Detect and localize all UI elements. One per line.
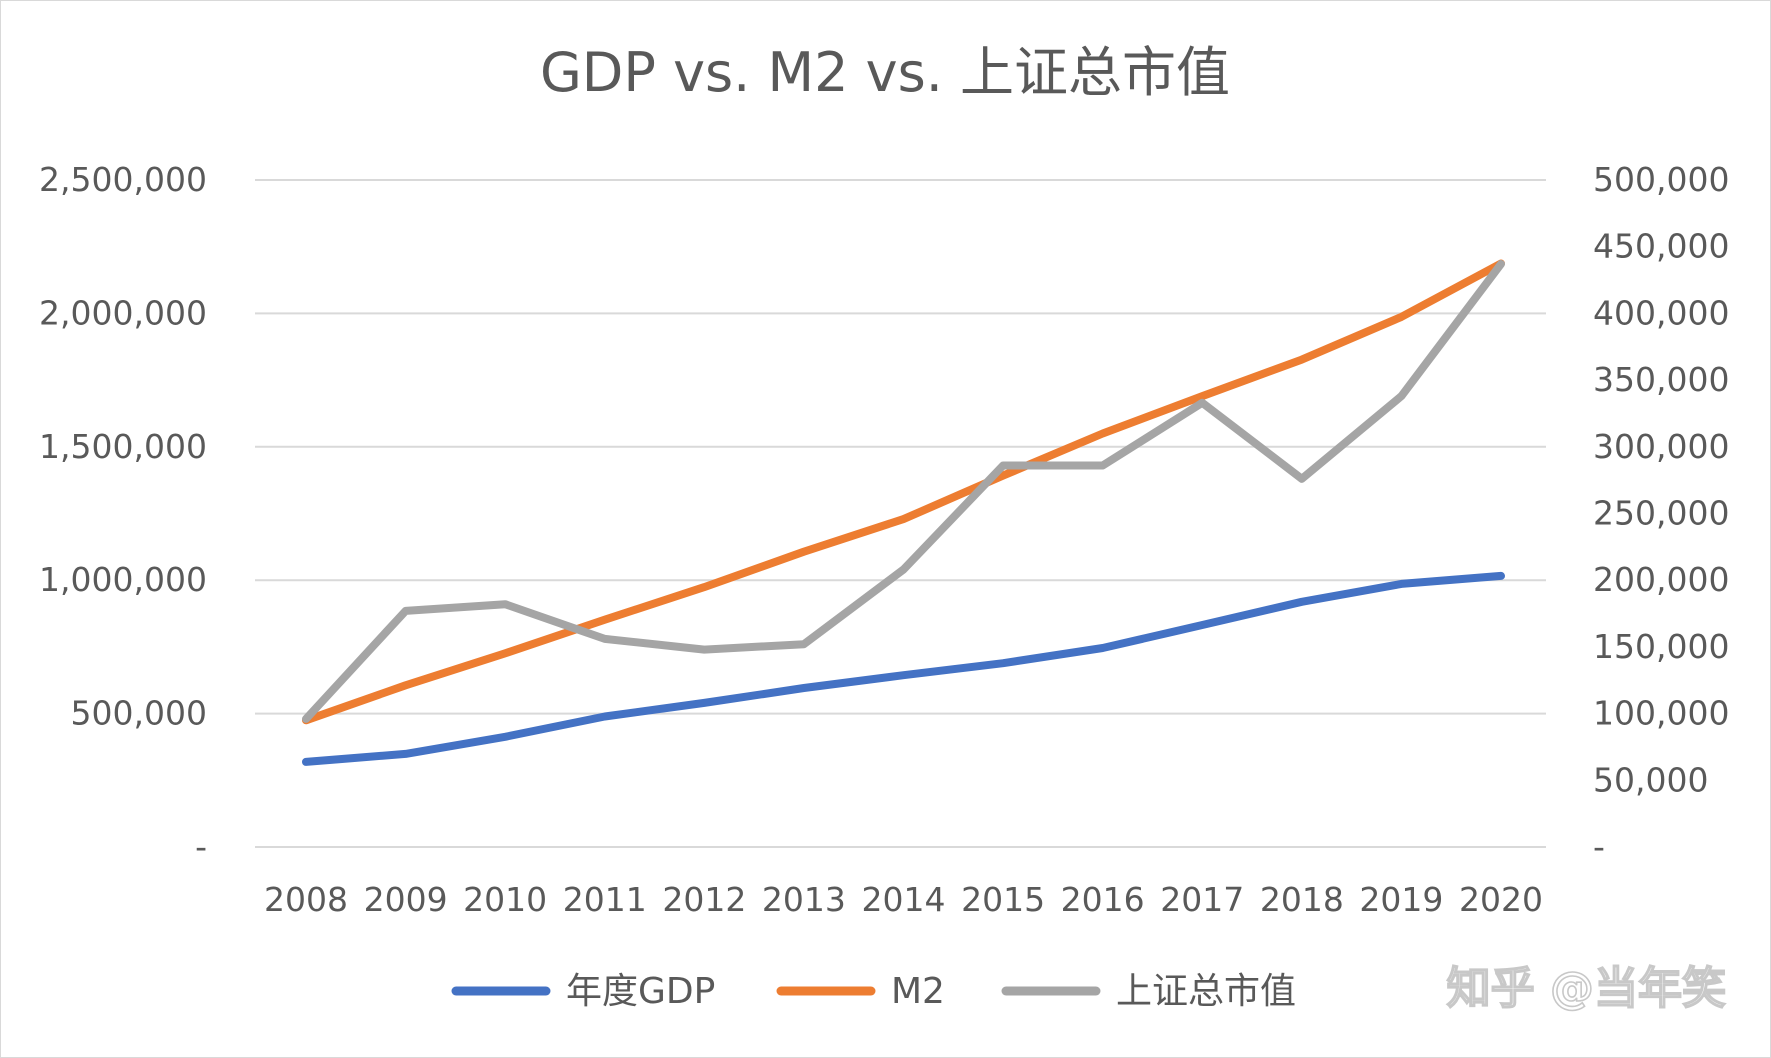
x-tick-label: 2013	[762, 880, 846, 919]
legend-label: M2	[891, 971, 945, 1012]
right-tick-label: 500,000	[1593, 160, 1729, 199]
right-tick-label: 350,000	[1593, 360, 1729, 399]
left-tick-label: 2,000,000	[39, 293, 207, 332]
right-tick-label: 100,000	[1593, 694, 1729, 733]
legend-label: 上证总市值	[1116, 971, 1296, 1012]
left-tick-label: 1,500,000	[39, 427, 207, 466]
right-tick-label: 150,000	[1593, 627, 1729, 666]
legend-label: 年度GDP	[566, 971, 715, 1012]
x-axis: 2008 2009 2010 2011 2012 2013 2014 2015 2016 2017…	[264, 880, 1543, 919]
right-tick-label: 250,000	[1593, 494, 1729, 533]
x-tick-label: 2010	[463, 880, 547, 919]
x-tick-label: 2015	[961, 880, 1045, 919]
series-line-2	[302, 259, 1505, 725]
right-tick-label: 200,000	[1593, 560, 1729, 599]
left-tick-label: 2,500,000	[39, 160, 207, 199]
right-tick-label: -	[1593, 827, 1605, 866]
legend: 年度GDP M2 上证总市值	[451, 971, 1296, 1012]
x-tick-label: 2018	[1260, 880, 1344, 919]
right-tick-label: 400,000	[1593, 293, 1729, 332]
x-tick-label: 2009	[364, 880, 448, 919]
right-tick-label: 300,000	[1593, 427, 1729, 466]
right-axis: - 50,000 100,000 150,000 200,000 250,000 300,0…	[1593, 160, 1729, 866]
x-tick-label: 2014	[862, 880, 946, 919]
x-tick-label: 2012	[662, 880, 746, 919]
left-axis: - 500,000 1,000,000 1,500,000 2,000,000 2,500…	[39, 160, 207, 866]
grid	[255, 179, 1546, 848]
watermark-text: 知乎 @当年笑	[1447, 963, 1726, 1014]
left-tick-label: 500,000	[71, 694, 207, 733]
x-tick-label: 2011	[563, 880, 647, 919]
series-lines	[302, 259, 1505, 766]
x-tick-label: 2020	[1459, 880, 1543, 919]
x-tick-label: 2017	[1160, 880, 1244, 919]
left-tick-label: -	[195, 827, 207, 866]
right-tick-label: 50,000	[1593, 760, 1708, 799]
series-line-3	[302, 260, 1505, 723]
left-tick-label: 1,000,000	[39, 560, 207, 599]
chart-title: GDP vs. M2 vs. 上证总市值	[540, 41, 1230, 104]
x-tick-label: 2019	[1359, 880, 1443, 919]
x-tick-label: 2008	[264, 880, 348, 919]
x-tick-label: 2016	[1061, 880, 1145, 919]
series-line-1	[302, 571, 1505, 766]
right-tick-label: 450,000	[1593, 227, 1729, 266]
